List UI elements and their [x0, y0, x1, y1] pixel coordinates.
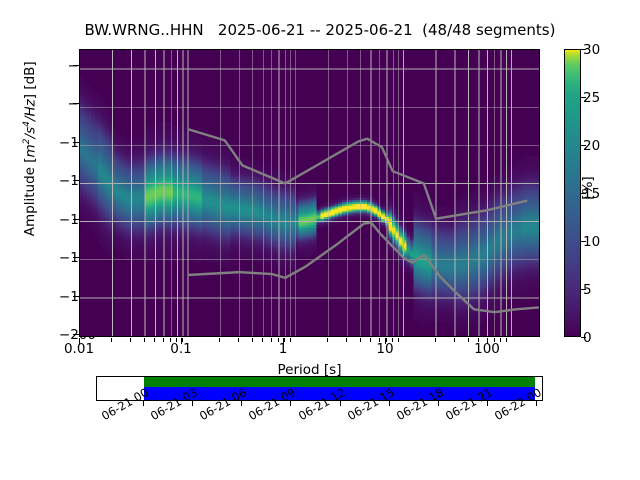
- grid-layer: [80, 50, 539, 336]
- timeline-tick-mark: [142, 401, 144, 406]
- x-minor-tick-mark: [170, 338, 172, 342]
- x-tick-label: 0.01: [63, 341, 95, 357]
- timeline-tick-mark: [192, 401, 194, 406]
- x-minor-tick-mark: [154, 338, 156, 342]
- colorbar-tick-label: 5: [583, 282, 592, 298]
- y-tick-mark: [73, 257, 79, 258]
- page-title: BW.WRNG..HHN 2025-06-21 -- 2025-06-21 (4…: [84, 21, 556, 39]
- x-minor-tick-mark: [130, 338, 132, 342]
- x-minor-tick-mark: [327, 338, 329, 342]
- x-minor-tick-mark: [278, 338, 280, 342]
- nhnm-noise-model-curve: [187, 127, 528, 220]
- ppsd-canvas: [80, 50, 539, 336]
- x-minor-tick-mark: [435, 338, 437, 342]
- x-minor-tick-mark: [219, 338, 221, 342]
- timeline-segment-band: [143, 387, 536, 400]
- y-tick-mark: [73, 180, 79, 181]
- timeline-data-band: [143, 377, 536, 387]
- x-tick-label: 10: [376, 341, 394, 357]
- x-tick-mark: [283, 338, 284, 344]
- y-tick-mark: [73, 103, 79, 104]
- timeline-tick-mark: [339, 401, 341, 406]
- x-minor-tick-mark: [143, 338, 145, 342]
- x-minor-tick-mark: [370, 338, 372, 342]
- y-tick-mark: [73, 334, 79, 335]
- colorbar-tick-label: 30: [583, 42, 601, 58]
- x-minor-tick-mark: [181, 338, 183, 342]
- x-minor-tick-mark: [251, 338, 253, 342]
- timeline-tick-mark: [437, 401, 439, 406]
- x-minor-tick-mark: [378, 338, 380, 342]
- colorbar-tick-label: 10: [583, 234, 601, 250]
- x-tick-label: 0.1: [170, 341, 192, 357]
- x-minor-tick-mark: [284, 338, 286, 342]
- x-minor-tick-mark: [346, 338, 348, 342]
- colorbar-tick-label: 15: [583, 186, 601, 202]
- colorbar-tick-mark: [581, 337, 586, 338]
- ppsd-histogram-layer: [80, 77, 539, 332]
- timeline-tick-mark: [241, 401, 243, 406]
- colorbar-tick-label: 25: [583, 90, 601, 106]
- x-tick-label: 100: [474, 341, 500, 357]
- x-minor-tick-mark: [176, 338, 178, 342]
- x-axis-label: Period [s]: [277, 362, 342, 378]
- colorbar-tick-mark: [581, 49, 586, 50]
- colorbar-tick-mark: [581, 289, 586, 290]
- timeline-coverage-axes[interactable]: [96, 376, 543, 401]
- x-minor-tick-mark: [493, 338, 495, 342]
- x-minor-tick-mark: [467, 338, 469, 342]
- colorbar-tick-label: 20: [583, 138, 601, 154]
- x-minor-tick-mark: [162, 338, 164, 342]
- timeline-tick-mark: [536, 401, 538, 406]
- x-minor-tick-mark: [111, 338, 113, 342]
- x-minor-tick-mark: [385, 338, 387, 342]
- x-minor-tick-mark: [238, 338, 240, 342]
- ppsd-plot-area[interactable]: [79, 49, 540, 337]
- y-tick-mark: [73, 65, 79, 66]
- x-tick-label: 1: [278, 341, 288, 357]
- timeline-tick-mark: [290, 401, 292, 406]
- x-minor-tick-mark: [392, 338, 394, 342]
- colorbar[interactable]: [564, 49, 581, 337]
- y-tick-mark: [73, 296, 79, 297]
- x-minor-tick-mark: [262, 338, 264, 342]
- colorbar-tick-mark: [581, 193, 586, 194]
- colorbar-tick-mark: [581, 97, 586, 98]
- timeline-tick-mark: [388, 401, 390, 406]
- x-minor-tick-mark: [500, 338, 501, 342]
- x-minor-tick-mark: [397, 338, 399, 342]
- x-minor-tick-mark: [486, 338, 488, 342]
- x-minor-tick-mark: [359, 338, 361, 342]
- x-minor-tick-mark: [270, 338, 272, 342]
- y-tick-mark: [73, 142, 79, 143]
- y-tick-mark: [73, 219, 79, 220]
- x-minor-tick-mark: [505, 338, 507, 342]
- colorbar-tick-label: 0: [583, 330, 592, 346]
- colorbar-tick-mark: [581, 241, 586, 242]
- nlnm-noise-model-curve: [187, 221, 539, 314]
- x-tick-mark: [181, 338, 182, 344]
- x-tick-mark: [385, 338, 386, 344]
- x-tick-mark: [79, 338, 80, 344]
- x-minor-tick-mark: [289, 338, 291, 342]
- colorbar-tick-mark: [581, 145, 586, 146]
- timeline-tick-mark: [487, 401, 489, 406]
- x-minor-tick-mark: [477, 338, 479, 342]
- x-minor-tick-mark: [454, 338, 456, 342]
